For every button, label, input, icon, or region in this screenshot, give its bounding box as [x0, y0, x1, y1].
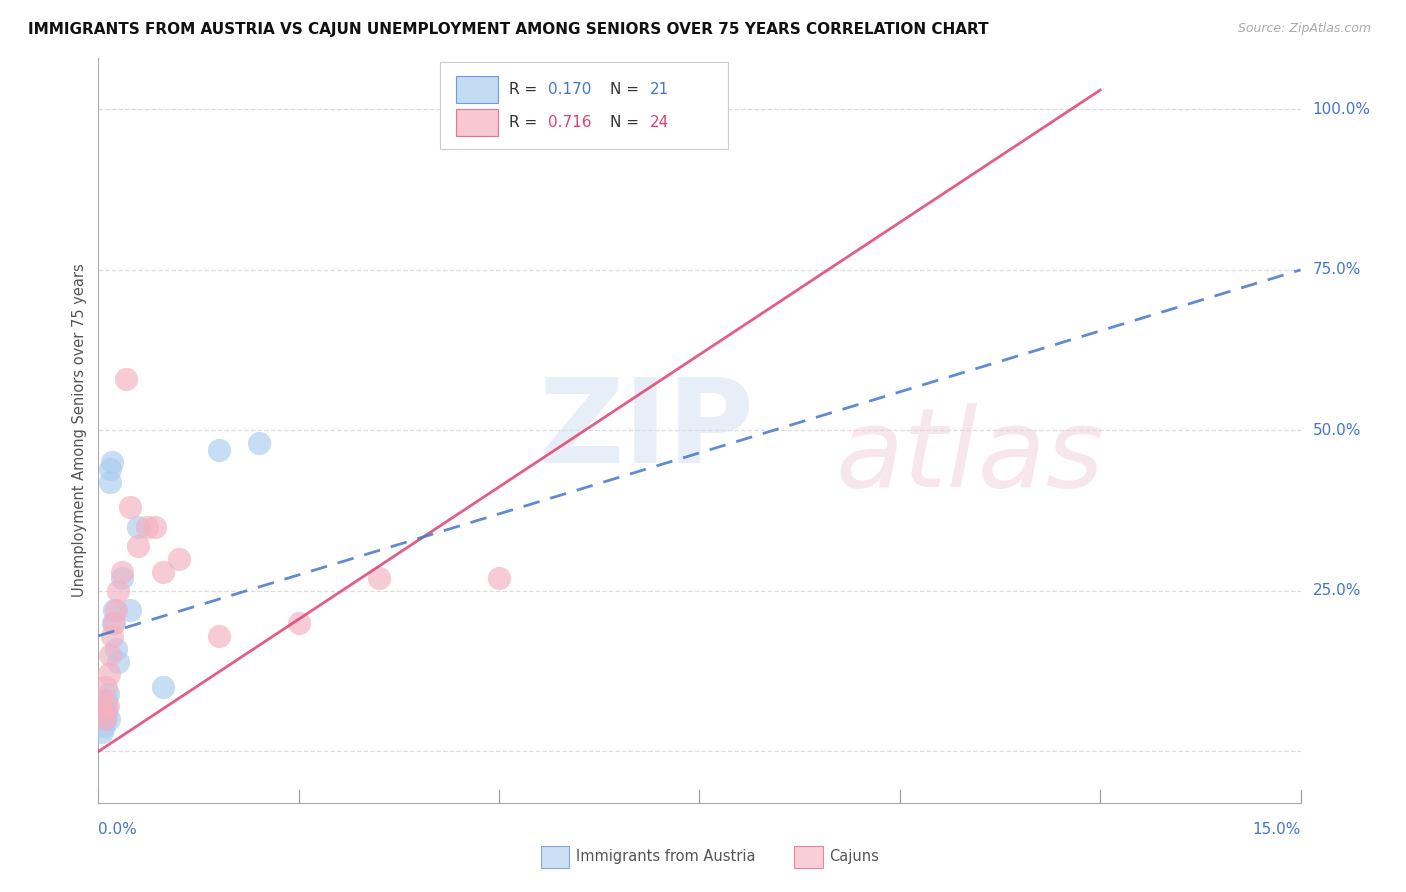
- Text: 24: 24: [650, 115, 669, 129]
- Point: [97, 699, 120, 714]
- Text: 25.0%: 25.0%: [1313, 583, 1361, 599]
- Point: [208, 442, 231, 457]
- Text: R =: R =: [509, 115, 543, 129]
- Point: [94, 706, 117, 720]
- Point: [120, 500, 142, 515]
- Text: 21: 21: [650, 82, 669, 96]
- Point: [111, 571, 134, 585]
- Point: [103, 603, 125, 617]
- Text: 0.0%: 0.0%: [98, 822, 138, 837]
- Point: [105, 641, 128, 656]
- Text: R =: R =: [509, 82, 543, 96]
- Point: [97, 712, 120, 726]
- Text: 0.170: 0.170: [548, 82, 592, 96]
- Point: [107, 583, 129, 598]
- Point: [101, 629, 124, 643]
- Point: [97, 687, 120, 701]
- Text: 50.0%: 50.0%: [1313, 423, 1361, 438]
- Point: [93, 719, 115, 733]
- Text: 0.716: 0.716: [548, 115, 592, 129]
- Point: [143, 519, 166, 533]
- Text: 75.0%: 75.0%: [1313, 262, 1361, 277]
- Text: Cajuns: Cajuns: [830, 849, 879, 864]
- Point: [152, 565, 174, 579]
- Point: [93, 706, 115, 720]
- Point: [100, 648, 122, 662]
- Point: [107, 655, 129, 669]
- Text: ZIP: ZIP: [540, 373, 755, 488]
- Point: [91, 725, 114, 739]
- Point: [488, 571, 510, 585]
- Point: [91, 693, 114, 707]
- Point: [208, 629, 231, 643]
- Point: [100, 462, 122, 476]
- Point: [128, 519, 150, 533]
- Text: N =: N =: [610, 82, 644, 96]
- Point: [120, 603, 142, 617]
- Text: 15.0%: 15.0%: [1253, 822, 1301, 837]
- Point: [103, 615, 125, 630]
- Point: [115, 372, 138, 386]
- Point: [287, 615, 309, 630]
- Point: [128, 539, 150, 553]
- Point: [247, 436, 270, 450]
- Point: [648, 89, 671, 103]
- Point: [94, 712, 117, 726]
- Text: Source: ZipAtlas.com: Source: ZipAtlas.com: [1237, 22, 1371, 36]
- Point: [111, 565, 134, 579]
- Point: [105, 603, 128, 617]
- Y-axis label: Unemployment Among Seniors over 75 years: Unemployment Among Seniors over 75 years: [72, 263, 87, 598]
- Point: [101, 455, 124, 469]
- Point: [96, 699, 118, 714]
- Text: Immigrants from Austria: Immigrants from Austria: [576, 849, 756, 864]
- Point: [96, 693, 118, 707]
- Point: [368, 571, 391, 585]
- Text: N =: N =: [610, 115, 644, 129]
- Point: [96, 680, 118, 694]
- Point: [94, 712, 117, 726]
- Point: [100, 475, 122, 489]
- Text: IMMIGRANTS FROM AUSTRIA VS CAJUN UNEMPLOYMENT AMONG SENIORS OVER 75 YEARS CORREL: IMMIGRANTS FROM AUSTRIA VS CAJUN UNEMPLO…: [28, 22, 988, 37]
- Point: [101, 615, 124, 630]
- Text: atlas: atlas: [835, 402, 1104, 509]
- Point: [167, 551, 190, 566]
- Point: [97, 667, 120, 681]
- Point: [135, 519, 157, 533]
- Text: 100.0%: 100.0%: [1313, 102, 1371, 117]
- Point: [152, 680, 174, 694]
